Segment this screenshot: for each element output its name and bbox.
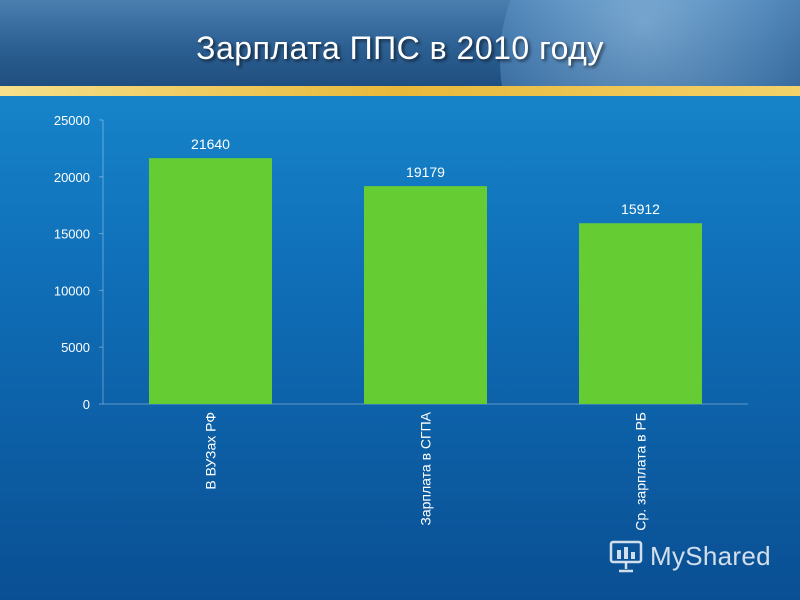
bar-chart: 0 5000 10000 15000 20000 25000 21640 В ВУЗах РФ… — [54, 113, 748, 531]
chart-plot-area: 0 5000 10000 15000 20000 25000 21640 В ВУЗах РФ… — [54, 113, 748, 531]
watermark-text: MyShared — [650, 540, 771, 571]
data-label: 19179 — [406, 164, 445, 180]
y-tick-label: 10000 — [54, 283, 90, 298]
x-tick-label: В ВУЗах РФ — [203, 412, 219, 490]
header-accent-band — [0, 86, 800, 96]
y-tick-label: 25000 — [54, 113, 90, 128]
y-tick-label: 0 — [83, 397, 90, 412]
slide-title: Зарплата ППС в 2010 году — [196, 30, 604, 66]
y-tick-label: 15000 — [54, 227, 90, 242]
bar — [579, 223, 702, 404]
presentation-icon — [609, 540, 643, 573]
y-tick-label: 20000 — [54, 170, 90, 185]
bar — [149, 158, 272, 404]
data-label: 21640 — [191, 136, 230, 152]
slide-header: Зарплата ППС в 2010 году — [0, 0, 800, 86]
bar — [364, 186, 487, 404]
y-tick-label: 5000 — [61, 340, 90, 355]
globe-graphic — [500, 0, 800, 86]
data-label: 15912 — [621, 201, 660, 217]
x-tick-label: Ср. зарплата в РБ — [633, 412, 649, 531]
x-tick-label: Зарплата в СГПА — [418, 411, 434, 525]
watermark: MyShared — [608, 534, 788, 578]
